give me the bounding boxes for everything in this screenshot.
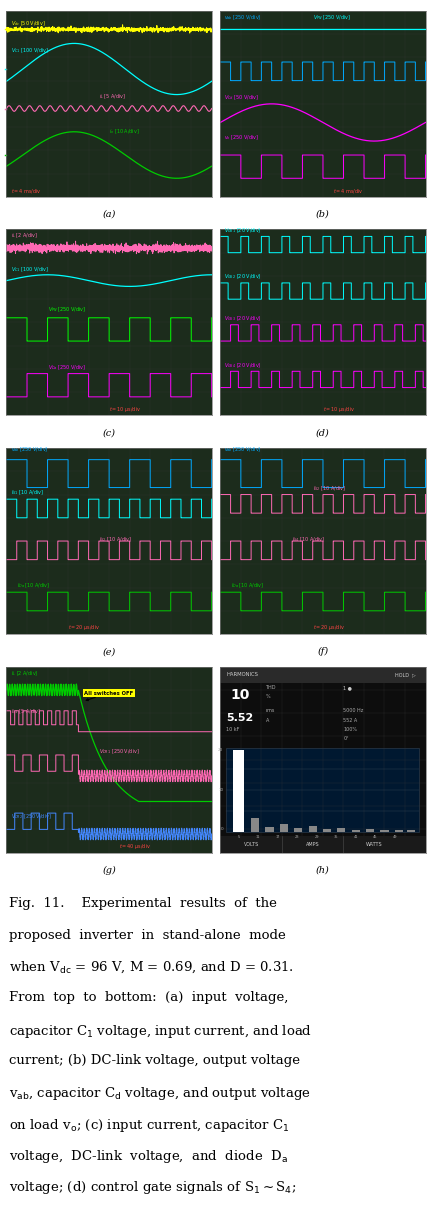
Bar [294, 829, 302, 832]
Text: 10: 10 [218, 788, 223, 792]
Text: $V_{Da}$ [250 V/div]: $V_{Da}$ [250 V/div] [48, 363, 86, 371]
Text: $i_L$ [2 A/div]: $i_L$ [2 A/div] [10, 232, 38, 240]
Text: $V_{dc}$ [50 V/div]: $V_{dc}$ [50 V/div] [10, 19, 45, 28]
Bar [226, 748, 419, 832]
Text: voltage,  DC-link  voltage,  and  diode  D$_{\rm a}$: voltage, DC-link voltage, and diode D$_{… [9, 1148, 287, 1165]
Text: $v_o$ [250 V/div]: $v_o$ [250 V/div] [225, 133, 260, 141]
Text: $V_{GS3}$ [20 V/div]: $V_{GS3}$ [20 V/div] [225, 315, 262, 323]
Bar [265, 827, 274, 832]
Bar [280, 824, 288, 832]
Text: 552 A: 552 A [343, 718, 358, 722]
Text: v$_{\rm ab}$, capacitor C$_{\rm d}$ voltage, and output voltage: v$_{\rm ab}$, capacitor C$_{\rm d}$ volt… [9, 1085, 310, 1102]
Bar [251, 818, 259, 832]
Text: All switches OFF: All switches OFF [85, 691, 134, 701]
Text: $V_{GS4}$ [20 V/div]: $V_{GS4}$ [20 V/div] [225, 361, 262, 369]
Text: $V_{DR2}$ [250 V/div]: $V_{DR2}$ [250 V/div] [10, 812, 51, 820]
Text: (c): (c) [102, 428, 116, 438]
Text: 11: 11 [256, 836, 260, 839]
Text: VOLTS: VOLTS [244, 842, 259, 847]
Text: A: A [265, 718, 269, 722]
Text: $I_{S1}$ [5 A/div]: $I_{S1}$ [5 A/div] [10, 707, 40, 716]
Text: on load v$_{\rm o}$; (c) input current, capacitor C$_1$: on load v$_{\rm o}$; (c) input current, … [9, 1117, 289, 1134]
Text: $v_{ab}$ [250 V/div]: $v_{ab}$ [250 V/div] [10, 445, 48, 455]
Text: 29: 29 [314, 836, 319, 839]
Text: 1 ●: 1 ● [343, 685, 353, 690]
Text: (g): (g) [102, 866, 116, 874]
Text: voltage; (d) control gate signals of S$_1{\sim}$S$_4$;: voltage; (d) control gate signals of S$_… [9, 1179, 296, 1196]
Text: $I_{Da}$ [10 A/div]: $I_{Da}$ [10 A/div] [17, 581, 50, 591]
Text: 35: 35 [334, 836, 339, 839]
Text: proposed  inverter  in  stand-alone  mode: proposed inverter in stand-alone mode [9, 929, 286, 942]
Text: $I_L$ [2 A/div]: $I_L$ [2 A/div] [10, 669, 38, 678]
Text: $V_{PN}$ [250 V/div]: $V_{PN}$ [250 V/div] [48, 305, 86, 314]
Text: (e): (e) [102, 648, 116, 656]
Bar [323, 829, 331, 832]
Text: 0: 0 [221, 827, 223, 831]
Text: $I_{S2}$ [10 A/div]: $I_{S2}$ [10 A/div] [99, 535, 132, 544]
Text: 0°: 0° [343, 736, 349, 742]
Text: $V_{GS2}$ [20 V/div]: $V_{GS2}$ [20 V/div] [225, 273, 262, 281]
Text: $t = 4$ ms/div: $t = 4$ ms/div [10, 187, 41, 194]
Text: capacitor C$_1$ voltage, input current, and load: capacitor C$_1$ voltage, input current, … [9, 1023, 312, 1040]
Text: $t = 20\ \mu$s/div: $t = 20\ \mu$s/div [68, 624, 100, 632]
Text: 17: 17 [276, 836, 280, 839]
Text: $i_o$ [10 A/div]: $i_o$ [10 A/div] [109, 127, 140, 136]
Text: 20: 20 [218, 749, 223, 753]
Text: $I_{S4}$ [10 A/div]: $I_{S4}$ [10 A/div] [292, 535, 325, 544]
Text: $V_{C1}$ [100 V/div]: $V_{C1}$ [100 V/div] [10, 46, 49, 54]
Bar [395, 830, 403, 832]
Bar [308, 826, 317, 832]
Text: AMPS: AMPS [306, 842, 320, 847]
Text: $v_{ab}$ [250 V/div]: $v_{ab}$ [250 V/div] [225, 13, 262, 22]
Text: when V$_{\rm dc}$ = 96 V, M = 0.69, and D = 0.31.: when V$_{\rm dc}$ = 96 V, M = 0.69, and … [9, 960, 293, 976]
Text: current; (b) DC-link voltage, output voltage: current; (b) DC-link voltage, output vol… [9, 1054, 300, 1067]
Bar [407, 830, 415, 832]
Text: 100%: 100% [343, 727, 357, 732]
Text: %: % [265, 695, 270, 699]
Text: HOLD  ▷: HOLD ▷ [395, 672, 416, 678]
Text: $I_{S2}$ [10 A/div]: $I_{S2}$ [10 A/div] [313, 484, 346, 493]
Text: 10 kF: 10 kF [226, 727, 240, 732]
Text: 5: 5 [238, 836, 240, 839]
Text: $t = 20\ \mu$s/div: $t = 20\ \mu$s/div [313, 624, 345, 632]
Bar [380, 830, 388, 832]
Text: 45: 45 [373, 836, 378, 839]
Text: $t = 10\ \mu$s/div: $t = 10\ \mu$s/div [109, 405, 141, 414]
Text: Fig.  11.    Experimental  results  of  the: Fig. 11. Experimental results of the [9, 897, 276, 911]
Text: 23: 23 [295, 836, 299, 839]
Text: $v_{ab}$ [250 V/div]: $v_{ab}$ [250 V/div] [225, 445, 262, 455]
Text: $t = 10\ \mu$s/div: $t = 10\ \mu$s/div [323, 405, 355, 414]
Text: $t = 4$ ms/div: $t = 4$ ms/div [333, 187, 364, 194]
Text: $V_{GS1}$ [20 V/div]: $V_{GS1}$ [20 V/div] [225, 226, 262, 235]
Text: $V_{C1}$ [100 V/div]: $V_{C1}$ [100 V/div] [10, 265, 49, 274]
Text: $V_{PN}$ [250 V/div]: $V_{PN}$ [250 V/div] [313, 13, 351, 22]
Text: (h): (h) [316, 866, 330, 874]
Bar [233, 750, 245, 832]
Bar [366, 829, 374, 832]
Text: $I_{S1}$ [10 A/div]: $I_{S1}$ [10 A/div] [10, 488, 44, 497]
Text: 5.52: 5.52 [226, 713, 254, 722]
Text: (d): (d) [316, 428, 330, 438]
Text: (b): (b) [316, 210, 330, 219]
Text: $t = 40\ \mu$s/div: $t = 40\ \mu$s/div [119, 842, 152, 851]
Text: WATTS: WATTS [366, 842, 382, 847]
Text: $I_{Da}$ [10 A/div]: $I_{Da}$ [10 A/div] [231, 581, 264, 591]
Text: 49: 49 [393, 836, 397, 839]
Text: 41: 41 [353, 836, 358, 839]
Bar [352, 830, 360, 832]
Text: $V_{DR1}$ [250 V/div]: $V_{DR1}$ [250 V/div] [99, 747, 140, 755]
Text: (f): (f) [318, 648, 328, 656]
Bar [337, 827, 346, 832]
Text: 10: 10 [231, 687, 250, 702]
Text: rms: rms [265, 708, 275, 713]
Text: $i_L$ [5 A/div]: $i_L$ [5 A/div] [99, 92, 126, 101]
Text: HARMONICS: HARMONICS [226, 672, 258, 678]
Bar [220, 667, 426, 683]
Text: From  top  to  bottom:  (a)  input  voltage,: From top to bottom: (a) input voltage, [9, 991, 288, 1005]
Text: 5000 Hz: 5000 Hz [343, 708, 364, 713]
Text: (a): (a) [102, 210, 116, 219]
Bar [220, 837, 426, 853]
Text: THD: THD [265, 685, 276, 690]
Text: $V_{Cd}$ [50 V/div]: $V_{Cd}$ [50 V/div] [225, 93, 260, 103]
